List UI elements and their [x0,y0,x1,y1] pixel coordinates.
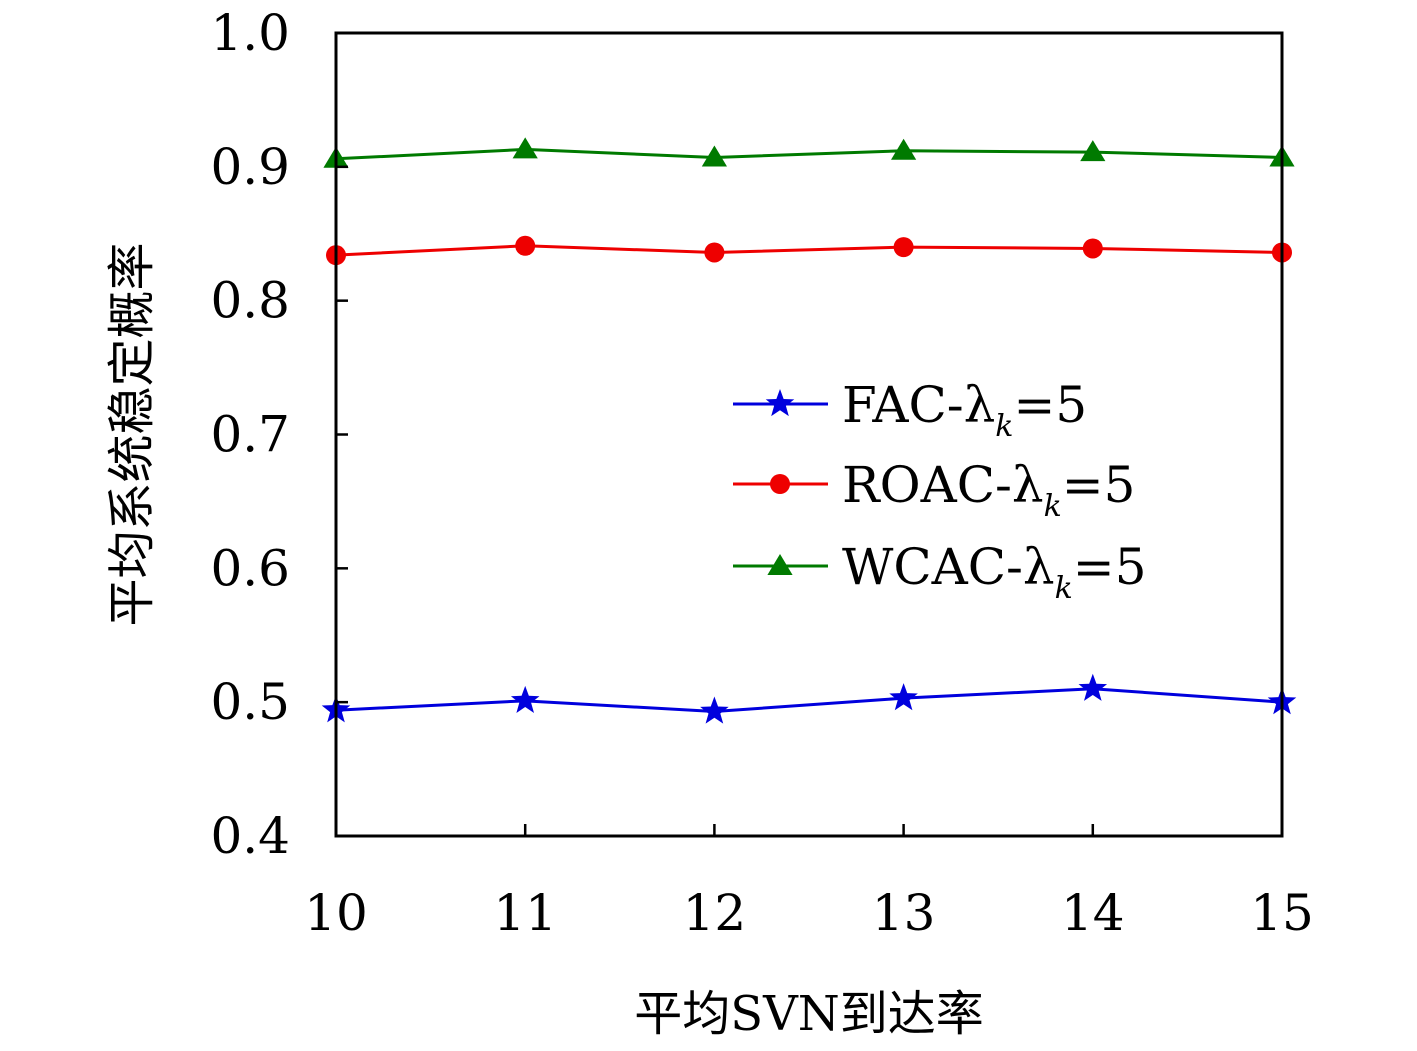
legend-label: FAC-λk=5 [842,376,1087,444]
tick-layer: 10 11 12 13 14 15 0.4 0.5 0.6 0.7 0.8 0.9 1.0 [210,4,1313,942]
y-tick-label: 0.4 [210,807,290,865]
x-tick-label: 10 [304,884,368,942]
x-tick-label: 14 [1061,884,1125,942]
legend-marker [765,389,795,417]
legend: FAC-λk=5 ROAC-λk=5 WCAC-λk=5 [733,376,1147,606]
data-point [512,137,538,159]
data-point [1080,140,1106,162]
y-axis-title: 平均系统稳定概率 [104,242,160,626]
x-tick-label: 13 [872,884,936,942]
series-line [335,147,1283,161]
series-line [335,244,1283,257]
data-point [701,145,727,167]
legend-entry: FAC-λk=5 [733,376,1087,444]
data-point [1082,238,1103,259]
y-tick-label: 0.9 [210,138,290,196]
x-tick-label: 15 [1250,884,1314,942]
legend-label: ROAC-λk=5 [842,456,1136,524]
data-point [891,138,917,160]
series-2 [323,137,1295,168]
series-line [335,687,1283,714]
y-tick-label: 0.5 [210,673,290,731]
series-0 [321,673,1297,724]
data-point [1078,673,1108,701]
legend-entry: WCAC-λk=5 [733,538,1147,606]
legend-marker [767,554,793,575]
data-point [515,235,536,256]
y-tick-label: 0.8 [210,272,290,330]
data-point [893,237,914,258]
data-point [889,683,918,711]
x-tick-label: 11 [493,884,557,942]
legend-marker [770,474,790,494]
series-1 [326,235,1292,266]
x-tick-label: 12 [683,884,747,942]
data-point [510,685,540,713]
y-tick-label: 0.6 [210,539,290,597]
data-point [704,242,725,263]
legend-entry: ROAC-λk=5 [733,456,1136,524]
y-tick-label: 1.0 [210,4,290,62]
y-tick-label: 0.7 [210,406,290,464]
legend-label: WCAC-λk=5 [842,538,1147,606]
x-axis-title: 平均SVN到达率 [634,986,984,1042]
data-point [700,696,729,724]
series-layer [321,137,1297,724]
